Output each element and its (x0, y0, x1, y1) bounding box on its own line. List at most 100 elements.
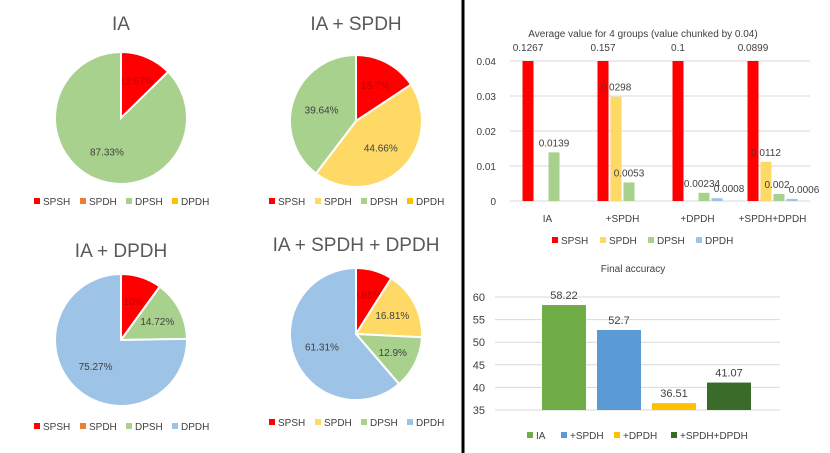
legend-swatch-dpdh (614, 432, 620, 438)
y-tick-label: 50 (473, 337, 485, 349)
pie-label-dpsh: 87.33% (90, 147, 124, 158)
acc-chart-legend: IA +SPDH +DPDH +SPDH+DPDH (527, 431, 748, 442)
legend-label-spdh: SPDH (609, 236, 637, 247)
pie-label-spsh: 12.67% (120, 76, 154, 87)
legend-swatch-dpsh (126, 423, 132, 429)
legend-swatch-spsh (269, 419, 275, 425)
bar-3 (652, 403, 696, 410)
legend-label-spsh: SPSH (278, 418, 305, 429)
legend-label-dpdh: DPDH (416, 197, 444, 208)
pie-slice-dpdh (54, 272, 188, 407)
y-tick-label: 0.02 (477, 127, 497, 138)
bar-value-label: 41.07 (715, 368, 743, 380)
pie-1-legend: SPSH SPDH DPSH DPDH (34, 197, 209, 208)
legend-label-spdh-dpdh: +SPDH+DPDH (680, 431, 748, 442)
legend-swatch-dpdh (172, 198, 178, 204)
legend-label-dpsh: DPSH (657, 236, 685, 247)
pie-label-spdh: 44.66% (364, 144, 398, 155)
average-value-bar-chart: 0 0.01 0.02 0.03 0.04 IA 0.1267 0.0139 +SPDH 0.15… (477, 43, 820, 225)
pie-4-title: IA + SPDH + DPDH (273, 235, 440, 256)
pie-slice-dpsh (54, 50, 188, 185)
x-tick-label: IA (543, 214, 553, 225)
final-accuracy-bar-chart: 35 40 45 50 55 60 58.22 52.7 36.51 41.07 (473, 290, 780, 417)
y-tick-label: 0 (490, 197, 496, 208)
pie-label-dpsh: 12.9% (379, 348, 407, 359)
pie-chart-ia-spdh: 15.7% 44.66% 39.64% (289, 53, 423, 188)
legend-label-spdh: SPDH (324, 418, 352, 429)
pie-slice-dpsh (119, 285, 189, 342)
legend-label-spsh: SPSH (561, 236, 588, 247)
avg-chart-legend: SPSH SPDH DPSH DPDH (552, 236, 733, 247)
legend-label-spsh: SPSH (43, 197, 70, 208)
y-tick-label: 0.04 (477, 57, 497, 68)
legend-label-dpdh: DPDH (181, 197, 209, 208)
legend-swatch-spsh (34, 198, 40, 204)
legend-swatch-dpdh (407, 419, 413, 425)
y-tick-label: 0.01 (477, 162, 497, 173)
bar-spdh (610, 96, 622, 201)
bar-value-label: 0.0298 (601, 83, 632, 94)
legend-label-spsh: SPSH (43, 422, 70, 433)
pie-slice-spdh (314, 83, 423, 188)
bar-value-label: 0.157 (590, 43, 615, 54)
pie-3-legend: SPSH SPDH DPSH DPDH (34, 422, 209, 433)
legend-swatch-spdh (561, 432, 567, 438)
legend-swatch-spdh (600, 237, 606, 243)
pie-label-spsh: 15.7% (361, 81, 389, 92)
bar-value-label: 0.0053 (614, 168, 645, 179)
pie-label-spdh: 16.81% (375, 311, 409, 322)
bar-spsh (597, 61, 609, 201)
bar-spsh (672, 61, 684, 201)
bar-spsh (522, 61, 534, 201)
pie-2-title: IA + SPDH (310, 14, 401, 35)
legend-label-dpdh: DPDH (705, 236, 733, 247)
pie-chart-ia-dpdh: 10% 14.72% 75.27% (54, 272, 189, 407)
bar-4 (707, 382, 751, 410)
legend-label-dpdh: +DPDH (623, 431, 657, 442)
y-tick-label: 55 (473, 315, 485, 327)
pie-3-title: IA + DPDH (75, 241, 167, 262)
bar-value-label: 52.7 (608, 315, 629, 327)
legend-swatch-ia (527, 432, 533, 438)
bar-2 (597, 329, 641, 410)
bar-value-label: 0.002 (764, 180, 789, 191)
pie-1-title: IA (112, 14, 130, 35)
legend-swatch-dpsh (648, 237, 654, 243)
bar-value-label: 0.0139 (539, 138, 570, 149)
legend-swatch-spdh-dpdh (671, 432, 677, 438)
y-tick-label: 0.03 (477, 92, 497, 103)
legend-swatch-dpdh (172, 423, 178, 429)
legend-label-dpdh: DPDH (416, 418, 444, 429)
pie-chart-ia: 12.67% 87.33% (54, 50, 188, 185)
pie-slice-spsh (355, 53, 413, 123)
legend-label-spdh: +SPDH (570, 431, 604, 442)
legend-swatch-spdh (80, 423, 86, 429)
legend-label-spdh: SPDH (89, 422, 117, 433)
legend-swatch-dpsh (361, 419, 367, 425)
legend-label-ia: IA (536, 431, 546, 442)
bar-value-label: 36.51 (660, 388, 688, 400)
pie-label-dpsh: 14.72% (140, 317, 174, 328)
y-tick-label: 40 (473, 382, 485, 394)
legend-label-dpsh: DPSH (135, 197, 163, 208)
legend-label-dpsh: DPSH (370, 197, 398, 208)
legend-swatch-dpdh (407, 198, 413, 204)
legend-swatch-spsh (552, 237, 558, 243)
bar-dpsh (623, 182, 635, 201)
x-tick-label: +DPDH (680, 214, 714, 225)
bar-value-label: 0.0008 (714, 184, 745, 195)
y-tick-label: 60 (473, 292, 485, 304)
legend-label-dpdh: DPDH (181, 422, 209, 433)
bar-dpdh (786, 198, 798, 201)
bar-value-label: 0.00234 (684, 179, 721, 190)
pie-slice-spdh (354, 276, 423, 339)
pie-label-spsh: 10% (124, 297, 144, 308)
pie-slice-dpsh (289, 53, 357, 175)
legend-label-dpsh: DPSH (370, 418, 398, 429)
bar-value-label: 0.0112 (751, 148, 781, 159)
legend-label-dpsh: DPSH (135, 422, 163, 433)
legend-swatch-spsh (34, 423, 40, 429)
pie-label-spsh: 8.98% (353, 291, 381, 302)
pie-4-legend: SPSH SPDH DPSH DPDH (269, 418, 444, 429)
